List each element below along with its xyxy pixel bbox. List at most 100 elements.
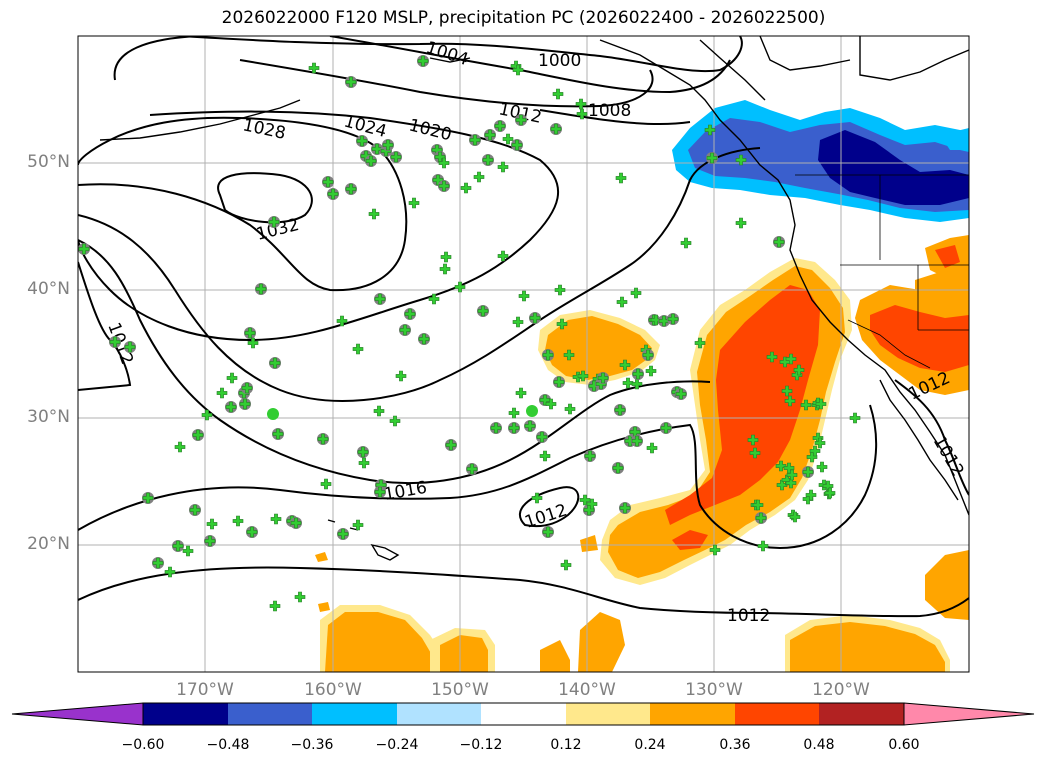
station-plus <box>142 492 154 504</box>
station-plus <box>241 382 253 394</box>
lon-label: 140°W <box>558 680 616 700</box>
station-plus <box>336 315 348 327</box>
lon-label: 170°W <box>176 680 234 700</box>
lon-label: 130°W <box>685 680 743 700</box>
station-plus <box>667 313 679 325</box>
station-plus <box>550 123 562 135</box>
station-plus <box>802 466 814 478</box>
station-plus <box>268 216 280 228</box>
station-plus <box>382 139 394 151</box>
station-plus <box>308 62 320 74</box>
station-plus <box>552 88 564 100</box>
station-plus <box>272 428 284 440</box>
station-plus <box>239 398 251 410</box>
station-plus <box>512 64 524 76</box>
station-plus <box>785 477 797 489</box>
colorbar-bin <box>819 703 904 725</box>
station-plus <box>816 461 828 473</box>
station-plus <box>650 314 662 326</box>
station-plus <box>484 129 496 141</box>
station-plus <box>755 512 767 524</box>
station-plus <box>749 447 761 459</box>
station-plus <box>776 479 788 491</box>
station-plus <box>616 296 628 308</box>
station-plus <box>497 250 509 262</box>
station-plus <box>512 316 524 328</box>
station-plus <box>440 251 452 263</box>
map-plot-area: 1004 1000 1012 1008 1028 1024 1020 1032 … <box>78 36 969 672</box>
station-plus <box>408 197 420 209</box>
colorbar-tick-label: −0.24 <box>375 737 419 753</box>
station-plus <box>225 401 237 413</box>
colorbar-bin <box>143 703 228 725</box>
station-plus <box>201 409 213 421</box>
station-plus <box>269 600 281 612</box>
station-plus <box>849 412 861 424</box>
station-plus <box>357 446 369 458</box>
station-plus <box>428 293 440 305</box>
colorbar-tick-label: 0.36 <box>719 737 751 753</box>
station-plus <box>805 489 817 501</box>
station-plus <box>660 422 672 434</box>
station-plus <box>542 526 554 538</box>
station-plus <box>417 55 429 67</box>
colorbar-tick-label: −0.12 <box>459 737 503 753</box>
station-plus <box>152 557 164 569</box>
colorbar-bin <box>312 703 397 725</box>
station-plus <box>473 171 485 183</box>
political-borders <box>795 174 969 369</box>
station-plus <box>466 463 478 475</box>
station-plus <box>784 395 796 407</box>
station-plus <box>320 478 332 490</box>
station-plus <box>389 415 401 427</box>
lat-label: 30°N <box>27 407 70 427</box>
station-plus <box>554 284 566 296</box>
station-plus <box>399 324 411 336</box>
station-plus <box>317 433 329 445</box>
colorbar-tick-label: −0.60 <box>121 737 165 753</box>
station-plus <box>511 139 523 151</box>
station-plus <box>373 405 385 417</box>
station-plus <box>545 398 557 410</box>
station-plus <box>680 237 692 249</box>
lat-label: 40°N <box>27 279 70 299</box>
station-plus <box>781 474 793 486</box>
station-plus <box>418 333 430 345</box>
station-plus <box>390 151 402 163</box>
colorbar-tick-label: 0.60 <box>888 737 920 753</box>
station-plus <box>356 135 368 147</box>
station-plus <box>658 315 670 327</box>
station-plus <box>365 155 377 167</box>
lon-label: 150°W <box>431 680 489 700</box>
station-plus <box>789 511 801 523</box>
colorbar-tick-label: 0.12 <box>550 737 582 753</box>
colorbar-extend-low <box>11 702 144 726</box>
station-plus <box>793 364 805 376</box>
station-plus <box>614 404 626 416</box>
station-plus <box>358 457 370 469</box>
colorbar-tick-label: −0.48 <box>206 737 250 753</box>
station-plus <box>322 176 334 188</box>
station-plus <box>345 183 357 195</box>
station-plus <box>735 217 747 229</box>
station-plus <box>815 398 827 410</box>
station-plus <box>482 154 494 166</box>
station-plus <box>597 372 609 384</box>
station-plus <box>395 370 407 382</box>
station-plus <box>216 387 228 399</box>
colorbar-bin <box>481 703 566 725</box>
station-plus <box>757 540 769 552</box>
station-plus <box>374 486 386 498</box>
station-plus <box>269 357 281 369</box>
station-plus <box>352 343 364 355</box>
map-title: 2026022000 F120 MSLP, precipitation PC (… <box>221 8 826 28</box>
station-plus <box>735 154 747 166</box>
station-plus <box>515 114 527 126</box>
station-plus <box>174 441 186 453</box>
station-plus <box>469 134 481 146</box>
station-plus <box>508 422 520 434</box>
colorbar-bin <box>735 703 819 725</box>
station-plus <box>164 566 176 578</box>
station-plus <box>189 504 201 516</box>
